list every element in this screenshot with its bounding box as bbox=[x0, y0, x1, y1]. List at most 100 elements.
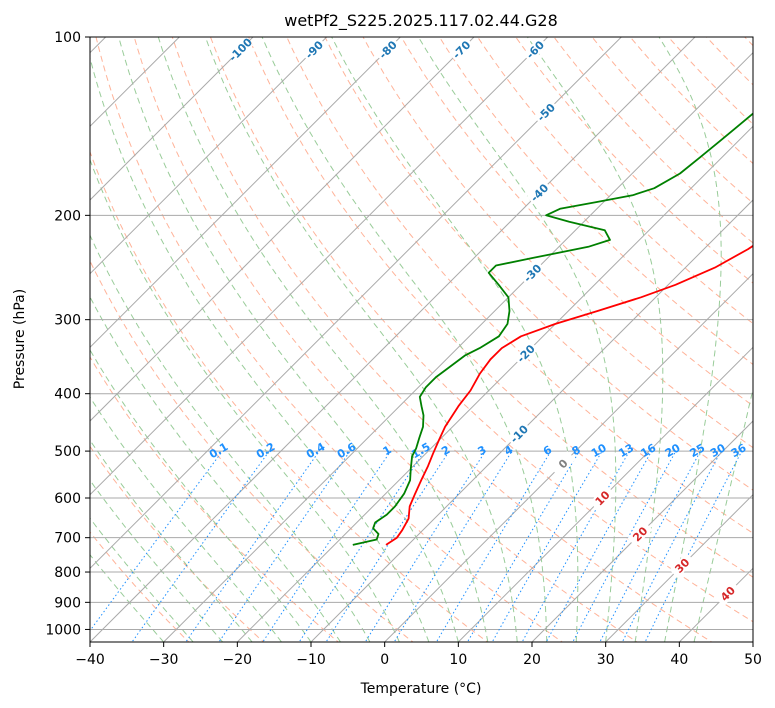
mixing-ratio-label: 25 bbox=[687, 441, 707, 460]
moist-adiabat-line bbox=[204, 37, 518, 642]
y-tick-label: 800 bbox=[54, 565, 81, 581]
isotherm-label-bg bbox=[550, 450, 576, 477]
mixing-ratio-line bbox=[131, 450, 270, 642]
mixing-ratio-lines bbox=[90, 450, 743, 642]
isotherm-label-bg bbox=[533, 99, 559, 126]
dry-adiabat-line bbox=[90, 150, 489, 642]
isotherm-line bbox=[310, 199, 753, 642]
dry-adiabat-line bbox=[400, 37, 753, 407]
mixing-ratio-line bbox=[185, 450, 320, 642]
y-tick-label: 600 bbox=[54, 491, 81, 507]
isotherm-line bbox=[531, 420, 753, 642]
x-tick-label: −30 bbox=[149, 652, 179, 668]
isotherm-line bbox=[90, 37, 328, 275]
y-tick-label: 400 bbox=[54, 387, 81, 403]
x-tick-label: −10 bbox=[296, 652, 326, 668]
isotherm-label-bg bbox=[301, 37, 327, 63]
moist-adiabat-line bbox=[90, 296, 341, 642]
mixing-ratio-label: 20 bbox=[663, 441, 683, 460]
y-axis-ticks: 100 200 300 400 500 600 700 800 900 1000 bbox=[45, 30, 90, 638]
dry-adiabat-line bbox=[438, 37, 753, 366]
x-tick-label: 30 bbox=[597, 652, 615, 668]
isotherm-label-bg bbox=[589, 485, 616, 511]
mixing-ratio-label: 36 bbox=[729, 441, 749, 460]
moist-adiabat-line bbox=[90, 479, 223, 642]
mixing-ratio-label: 10 bbox=[589, 441, 609, 460]
isotherm-label-bg bbox=[513, 340, 539, 367]
isotherm-line bbox=[90, 37, 549, 496]
mixing-ratio-line bbox=[325, 450, 450, 642]
dry-adiabat-line bbox=[90, 259, 414, 642]
plot-area: 0.1 0.2 0.4 0.6 1 1.5 2 3 4 6 8 10 13 16 20 25 30 36-100-… bbox=[90, 35, 753, 642]
mixing-ratio-label: 0.1 bbox=[207, 440, 230, 461]
isotherm-label-bg bbox=[227, 37, 254, 63]
isotherm-line bbox=[90, 37, 696, 642]
dry-adiabat-line bbox=[629, 37, 753, 165]
isotherm-line bbox=[90, 37, 401, 349]
isotherm-label-bg bbox=[526, 179, 553, 206]
moist-adiabat-line bbox=[693, 386, 753, 642]
isotherm-label-bg bbox=[506, 421, 532, 447]
moist-adiabats bbox=[90, 37, 753, 642]
isotherm-line bbox=[384, 272, 753, 642]
isotherm-line bbox=[236, 125, 753, 642]
mixing-ratio-line bbox=[298, 450, 425, 642]
mixing-ratio-label: 30 bbox=[708, 441, 728, 460]
y-tick-label: 100 bbox=[54, 30, 81, 46]
y-tick-label: 1000 bbox=[45, 622, 81, 638]
mixing-ratio-line bbox=[572, 450, 677, 642]
isotherm-line bbox=[163, 51, 753, 642]
dry-adiabat-line bbox=[90, 356, 340, 642]
mixing-ratio-line bbox=[218, 450, 351, 642]
sounding-profiles bbox=[352, 112, 753, 546]
isotherms bbox=[90, 37, 753, 642]
isotherm-label: -100 bbox=[226, 35, 255, 64]
moist-adiabat-line bbox=[526, 37, 664, 642]
x-tick-label: 20 bbox=[523, 652, 541, 668]
dry-adiabat-line bbox=[591, 37, 753, 204]
isotherm-label-bg bbox=[522, 37, 548, 63]
isotherm-line bbox=[90, 37, 254, 201]
y-tick-label: 300 bbox=[54, 313, 81, 329]
mixing-ratio-line bbox=[262, 450, 392, 642]
mixing-ratio-label: 0.4 bbox=[304, 440, 328, 461]
moist-adiabat-line bbox=[90, 234, 371, 642]
moist-adiabat-line bbox=[331, 37, 579, 642]
x-tick-label: 50 bbox=[744, 652, 762, 668]
x-tick-label: −40 bbox=[75, 652, 105, 668]
y-tick-label: 200 bbox=[54, 208, 81, 224]
moist-adiabat-line bbox=[90, 158, 400, 642]
y-axis-label: Pressure (hPa) bbox=[12, 289, 28, 389]
x-tick-label: −20 bbox=[223, 652, 253, 668]
dry-adiabat-line bbox=[705, 37, 753, 86]
isotherm-label-bg bbox=[669, 552, 695, 579]
isotherm-line bbox=[752, 641, 753, 642]
isotherm-line bbox=[605, 493, 753, 642]
mixing-ratio-line bbox=[466, 450, 580, 642]
mixing-ratio-line bbox=[621, 450, 722, 642]
moist-adiabat-line bbox=[90, 439, 253, 642]
mixing-ratio-line bbox=[644, 450, 743, 642]
temperature-profile-line bbox=[385, 244, 753, 546]
mixing-ratio-line bbox=[90, 450, 223, 632]
dry-adiabat-line bbox=[248, 37, 753, 578]
mixing-ratio-line bbox=[435, 450, 552, 642]
y-tick-label: 900 bbox=[54, 595, 81, 611]
dry-adiabat-line bbox=[133, 37, 638, 642]
mixing-ratio-line bbox=[393, 450, 513, 642]
mixing-ratio-line bbox=[364, 450, 486, 642]
moist-adiabat-line bbox=[658, 37, 722, 642]
dry-adiabat-line bbox=[90, 531, 190, 642]
y-tick-label: 500 bbox=[54, 444, 81, 460]
dewpoint-profile-line bbox=[352, 112, 753, 546]
mixing-ratio-label: 13 bbox=[616, 441, 636, 460]
moist-adiabat-line bbox=[261, 37, 548, 642]
x-tick-label: 0 bbox=[380, 652, 389, 668]
isotherm-line bbox=[457, 346, 753, 642]
isotherm-line bbox=[90, 37, 622, 570]
isotherm-line bbox=[90, 37, 475, 422]
moist-adiabat-line bbox=[90, 56, 430, 642]
isobars bbox=[90, 37, 753, 630]
isotherm-label-bg bbox=[627, 521, 653, 547]
isotherm-label-bg bbox=[519, 260, 546, 286]
